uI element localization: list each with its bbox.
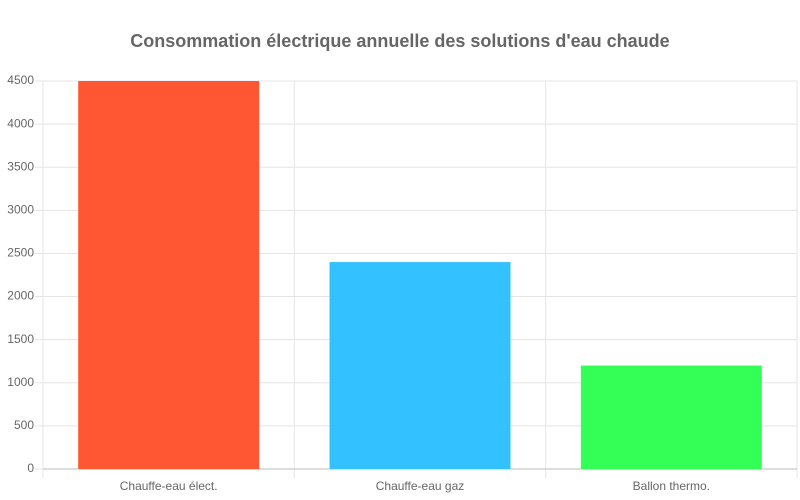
x-tick-label: Chauffe-eau élect. bbox=[120, 479, 218, 493]
x-tick-label: Ballon thermo. bbox=[633, 479, 710, 493]
y-tick-label: 1000 bbox=[7, 375, 34, 389]
y-tick-label: 3500 bbox=[7, 159, 34, 173]
y-tick-label: 2000 bbox=[7, 289, 34, 303]
y-tick-label: 4000 bbox=[7, 116, 34, 130]
y-tick-label: 0 bbox=[27, 461, 34, 475]
chart-title: Consommation électrique annuelle des sol… bbox=[130, 31, 669, 51]
x-tick-label: Chauffe-eau gaz bbox=[376, 479, 465, 493]
y-tick-label: 500 bbox=[14, 418, 34, 432]
bar bbox=[580, 365, 762, 469]
y-tick-label: 2500 bbox=[7, 246, 34, 260]
y-tick-label: 4500 bbox=[7, 73, 34, 87]
bar bbox=[78, 81, 260, 469]
bar bbox=[329, 262, 511, 469]
y-tick-label: 1500 bbox=[7, 332, 34, 346]
y-tick-label: 3000 bbox=[7, 203, 34, 217]
